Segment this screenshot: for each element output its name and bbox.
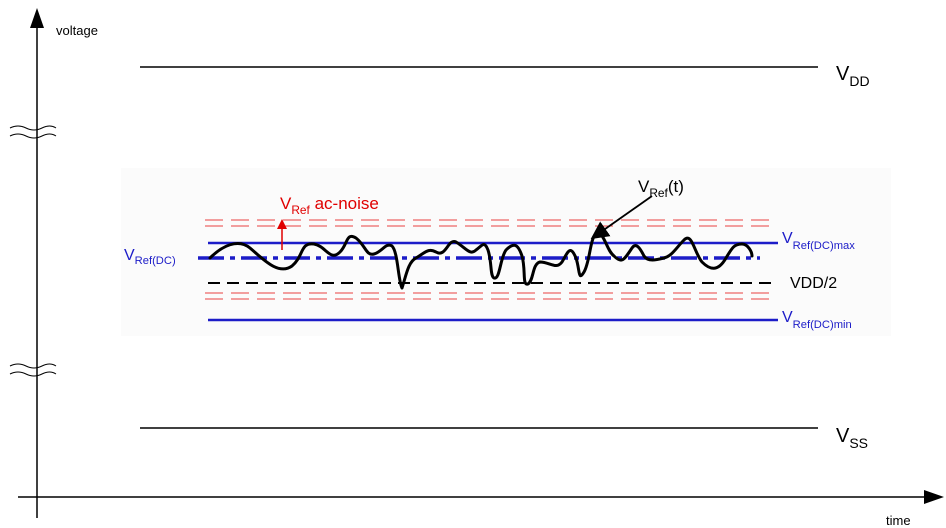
vref-dc-min-label: VRef(DC)min [782, 309, 852, 331]
x-axis-arrowhead [924, 490, 944, 504]
vdd-half-label: VDD/2 [790, 275, 837, 292]
vdd-label: VDD [836, 63, 870, 89]
vref-dc-max-label: VRef(DC)max [782, 230, 855, 252]
vref-dc-label: VRef(DC) [124, 247, 176, 267]
vref-signal-waveform [208, 232, 754, 290]
y-axis-arrowhead [30, 8, 44, 28]
x-axis-label: time [886, 513, 911, 528]
noise-arrow-head [277, 219, 287, 229]
vss-label: VSS [836, 425, 868, 451]
signal-pointer-line [590, 195, 653, 240]
signal-label: VRef(t) [638, 177, 684, 200]
axis-break-lower [9, 363, 57, 377]
axis-break-upper [9, 125, 57, 139]
y-axis-label: voltage [56, 23, 98, 38]
noise-label: VRef ac-noise [280, 194, 379, 217]
